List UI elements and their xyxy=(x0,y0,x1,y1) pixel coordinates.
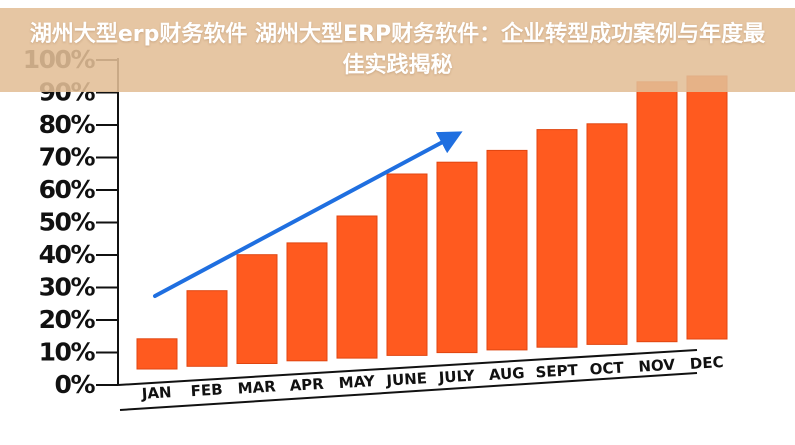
bar xyxy=(486,149,528,351)
bar xyxy=(136,338,178,370)
bar xyxy=(536,129,578,348)
x-tick-label: JAN xyxy=(140,383,172,403)
y-tick-label: 70% xyxy=(39,143,96,172)
x-axis-underline xyxy=(119,372,698,411)
y-tick-label: 50% xyxy=(39,208,96,237)
x-tick-labels: JAN FEB MAR APR MAY JUNE JULY AUG SEPT OCT NOV DEC xyxy=(140,353,724,403)
x-axis-line xyxy=(117,349,698,386)
x-tick-label: JULY xyxy=(437,366,476,386)
bar xyxy=(686,75,728,340)
y-tick-label: 40% xyxy=(39,240,96,269)
x-tick-label: SEPT xyxy=(535,361,579,382)
y-tick-label: 30% xyxy=(39,273,96,302)
x-tick-label: FEB xyxy=(190,380,223,400)
y-tick-labels: 0%10%20%30%40%50%60%70%80%90%100% xyxy=(23,45,97,399)
x-tick-label: DEC xyxy=(689,353,724,373)
x-tick-label: JUNE xyxy=(385,369,428,389)
title-banner: 湖州大型erp财务软件 湖州大型ERP财务软件：企业转型成功案例与年度最佳实践揭… xyxy=(0,8,795,92)
bar xyxy=(636,81,678,343)
axes-group xyxy=(96,58,698,411)
y-tick-label: 20% xyxy=(39,305,96,334)
trend-arrow xyxy=(153,131,463,298)
bar xyxy=(286,242,328,362)
bar xyxy=(436,161,478,354)
page-title: 湖州大型erp财务软件 湖州大型ERP财务软件：企业转型成功案例与年度最佳实践揭… xyxy=(29,22,766,78)
x-tick-label: NOV xyxy=(638,356,676,376)
trend-arrow-line xyxy=(153,131,463,298)
bar xyxy=(186,290,228,367)
bar xyxy=(336,215,378,359)
x-tick-label: MAR xyxy=(237,377,277,397)
y-tick-label: 80% xyxy=(39,110,96,139)
x-tick-label: AUG xyxy=(488,364,525,384)
y-tick-label: 10% xyxy=(39,338,96,367)
bar xyxy=(236,254,278,364)
y-tick-label: 0% xyxy=(55,370,96,399)
bar xyxy=(586,123,628,345)
x-tick-label: APR xyxy=(289,375,325,395)
bar xyxy=(386,173,428,356)
y-tick-label: 60% xyxy=(39,175,96,204)
bars-group xyxy=(136,75,728,370)
x-tick-label: OCT xyxy=(589,358,625,378)
x-tick-label: MAY xyxy=(338,372,376,392)
